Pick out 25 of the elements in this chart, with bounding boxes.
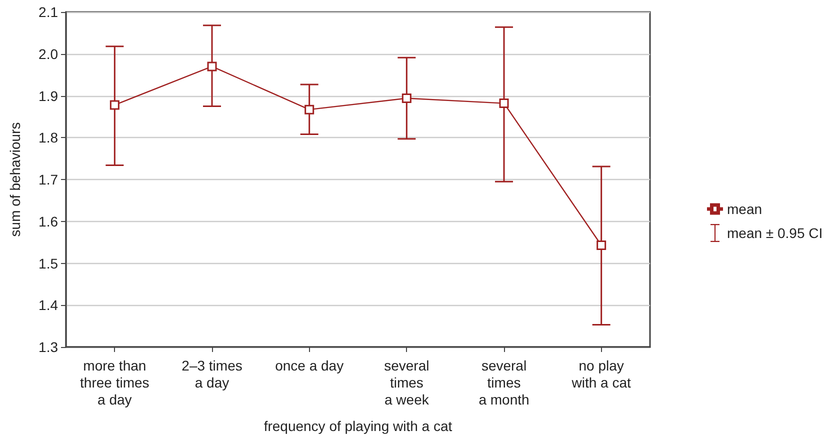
y-tick-label: 1.5 — [38, 255, 58, 272]
y-tick-label: 1.6 — [38, 213, 58, 230]
x-tick-label: several times a week — [384, 358, 430, 408]
point — [402, 94, 412, 104]
text: mean ± 0.95 CI — [727, 225, 823, 241]
x-tick-label: once a day — [275, 358, 344, 374]
y-tick-label: 1.8 — [38, 130, 58, 146]
y-tick-label: 1.4 — [38, 297, 58, 314]
y-tick-label: 1.3 — [38, 339, 58, 355]
x-tick-label: 2–3 times a day — [182, 358, 242, 390]
point — [110, 100, 120, 110]
point — [207, 62, 217, 72]
x-axis-title: frequency of playing with a cat — [264, 418, 452, 434]
x-tick-label: several times a month — [478, 358, 530, 408]
legend-label: mean — [727, 201, 762, 217]
x-tick-label: more than three times a day — [80, 358, 150, 408]
y-tick-label: 1.9 — [38, 88, 58, 104]
point — [596, 240, 606, 250]
y-tick-label: 2.0 — [38, 46, 58, 62]
y-axis-title: sum of behaviours — [7, 122, 23, 237]
y-tick-label: 1.7 — [38, 172, 58, 188]
y-tick-label: 2.1 — [38, 4, 58, 20]
point — [304, 104, 314, 114]
point — [499, 98, 509, 108]
x-tick-label: no play with a cat — [570, 358, 632, 390]
